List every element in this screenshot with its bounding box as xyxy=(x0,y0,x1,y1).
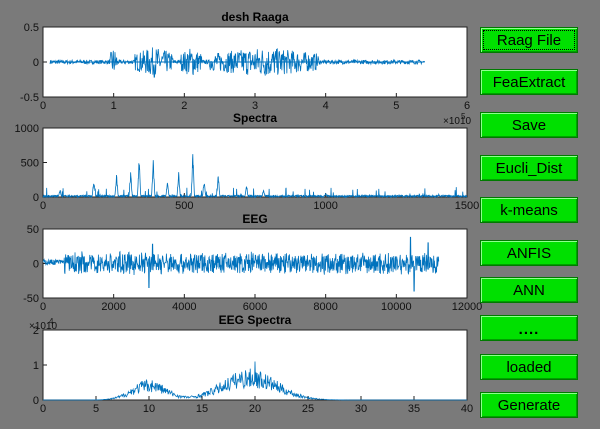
y-tick-label: -0.5 xyxy=(20,92,39,104)
x-tick-label: 0 xyxy=(40,301,46,313)
fea-extract-button[interactable]: FeaExtract xyxy=(480,69,578,95)
x-tick-label: 3 xyxy=(252,100,258,112)
exponent-superscript: 4 xyxy=(49,317,54,326)
chart-title: EEG xyxy=(242,212,267,226)
y-tick-label: 0.5 xyxy=(24,22,39,34)
y-tick-label: 1 xyxy=(33,360,39,372)
eucli-dist-button[interactable]: Eucli_Dist xyxy=(480,155,578,181)
x-tick-label: 0 xyxy=(40,200,46,212)
loaded-button[interactable]: loaded xyxy=(480,354,578,380)
raag-file-button[interactable]: Raag File xyxy=(480,27,578,53)
y-tick-label: 2 xyxy=(33,325,39,337)
x-tick-label: 5 xyxy=(393,100,399,112)
y-tick-label: 1000 xyxy=(15,123,39,135)
y-tick-label: 500 xyxy=(21,158,39,170)
x-tick-label: 15 xyxy=(196,403,208,415)
x-tick-label: 30 xyxy=(355,403,367,415)
x-tick-label: 20 xyxy=(249,403,261,415)
ann-button[interactable]: ANN xyxy=(480,277,578,303)
series-line-2 xyxy=(42,236,440,292)
y-tick-label: 0 xyxy=(33,395,39,407)
x-tick-label: 5 xyxy=(93,403,99,415)
y-tick-label: -50 xyxy=(23,293,39,305)
axes-1 xyxy=(42,127,468,198)
chart-title: desh Raaga xyxy=(221,10,289,24)
series-line-3 xyxy=(43,361,467,401)
dots-button[interactable]: .... xyxy=(480,315,578,341)
x-tick-label: 0 xyxy=(40,403,46,415)
y-tick-label: 0 xyxy=(33,57,39,69)
x-tick-label: 35 xyxy=(408,403,420,415)
x-tick-label: 40 xyxy=(461,403,473,415)
generate-button[interactable]: Generate xyxy=(480,392,578,418)
y-tick-label: 0 xyxy=(33,192,39,204)
x-tick-label: 10000 xyxy=(381,301,412,313)
exponent-superscript: 5 xyxy=(461,112,466,121)
x-tick-label: 1000 xyxy=(313,200,337,212)
x-tick-label: 1500 xyxy=(455,200,479,212)
series-line-1 xyxy=(42,154,468,199)
x-tick-label: 25 xyxy=(302,403,314,415)
chart-title: Spectra xyxy=(233,111,277,125)
anfis-button[interactable]: ANFIS xyxy=(480,240,578,266)
exponent-label: ×1010 xyxy=(29,321,58,332)
x-tick-label: 500 xyxy=(175,200,193,212)
x-tick-label: 4 xyxy=(323,100,329,112)
x-tick-label: 2000 xyxy=(101,301,125,313)
x-tick-label: 1 xyxy=(111,100,117,112)
x-tick-label: 6 xyxy=(464,100,470,112)
k-means-button[interactable]: k-means xyxy=(480,197,578,223)
x-tick-label: 6000 xyxy=(243,301,267,313)
y-tick-label: 50 xyxy=(27,224,39,236)
series-line-0 xyxy=(49,47,425,78)
save-button[interactable]: Save xyxy=(480,112,578,138)
x-tick-label: 4000 xyxy=(172,301,196,313)
y-tick-label: 0 xyxy=(33,259,39,271)
exponent-label: ×1010 xyxy=(443,116,472,127)
x-tick-label: 0 xyxy=(40,100,46,112)
x-tick-label: 12000 xyxy=(452,301,483,313)
chart-title: EEG Spectra xyxy=(219,313,292,327)
x-tick-label: 8000 xyxy=(313,301,337,313)
x-tick-label: 2 xyxy=(181,100,187,112)
x-tick-label: 10 xyxy=(143,403,155,415)
